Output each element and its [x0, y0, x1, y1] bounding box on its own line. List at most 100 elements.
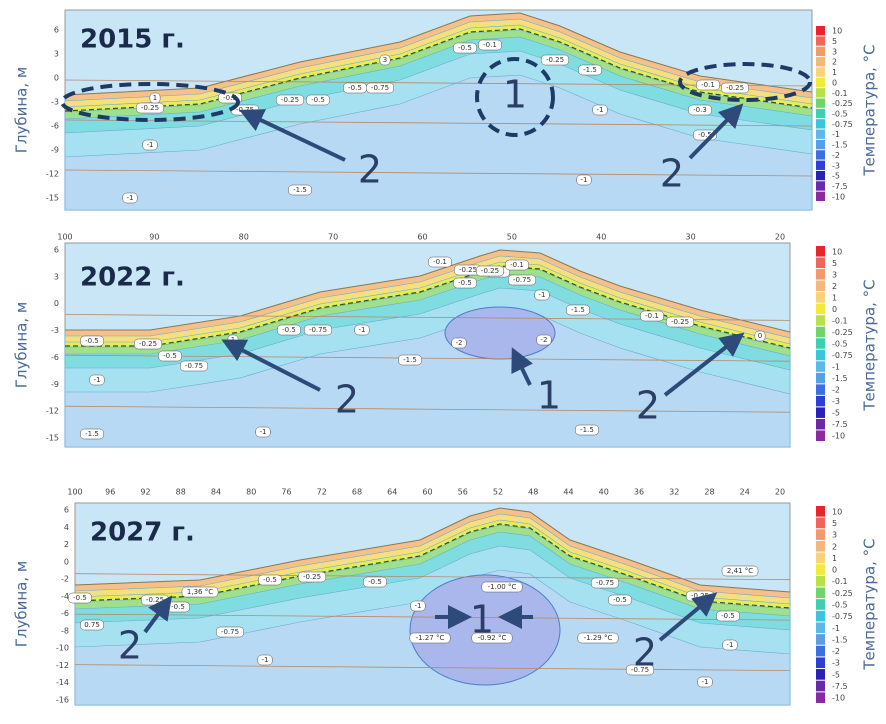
soil-layer-line [74, 664, 791, 671]
contour-label: 1 [231, 336, 235, 344]
contour-label-box [409, 632, 451, 644]
soil-layer-line [74, 573, 791, 581]
contour-label: -1.27 °C [416, 634, 445, 642]
contour-label: -0.25 [459, 266, 477, 274]
contour-label: -0.5 [73, 594, 87, 602]
y-axis-label: Глубина, м [13, 561, 31, 647]
contour-label-box [181, 586, 219, 598]
y-tick-label: 6 [54, 26, 59, 35]
contour-label-box [180, 360, 208, 372]
contour-label: -0.75 [371, 84, 389, 92]
legend-title: Температура, °C [861, 44, 879, 176]
legend-label: 0 [832, 566, 837, 575]
legend-swatch [816, 170, 825, 181]
contour-label-box [298, 571, 326, 583]
y-tick-label: -6 [51, 353, 59, 362]
legend-label: -10 [832, 694, 845, 703]
marker-number: 2 [633, 631, 657, 675]
legend-swatch [816, 269, 825, 280]
contour-label-box [592, 104, 608, 116]
legend-swatch [816, 338, 825, 349]
contour-label: -0.5 [368, 578, 382, 586]
contour-label-box [398, 354, 422, 366]
y-tick-label: -12 [46, 407, 59, 416]
contour-label: -1 [597, 106, 604, 114]
ground-surface [65, 249, 791, 333]
legend-swatch [816, 57, 825, 67]
x-tick-label: 100 [67, 488, 82, 497]
contour-label-box [158, 350, 182, 362]
contour-label: 1 [153, 94, 157, 102]
contour-label-box [536, 334, 552, 346]
y-tick-label: -6 [51, 122, 59, 131]
contour-label-box [363, 576, 387, 588]
y-tick-label: 0 [54, 299, 59, 308]
marker-number: 2 [335, 378, 359, 422]
contour-label-box [304, 324, 332, 336]
pointer-arrow [239, 109, 346, 162]
contour-label: -1.5 [85, 430, 99, 438]
legend-label: -2 [832, 386, 840, 395]
contour-label-box [591, 577, 619, 589]
contour-label: -0.5 [85, 337, 99, 345]
legend-swatch [816, 150, 825, 160]
y-tick-label: -10 [56, 644, 69, 653]
contour-label-box [379, 54, 391, 66]
contour-label: -0.5 [163, 352, 177, 360]
legend-label: 2 [832, 282, 837, 291]
contour-label: -1 [359, 326, 366, 334]
legend-swatch [816, 669, 825, 680]
contour-label-box [626, 664, 654, 676]
contour-label-box [258, 574, 282, 586]
y-tick-label: -4 [61, 592, 69, 601]
contour-label-box [476, 265, 504, 277]
legend-label: 5 [832, 37, 837, 46]
legend-title: Температура, °C [861, 538, 879, 670]
x-tick-label: 84 [211, 488, 221, 497]
legend-swatch [816, 564, 825, 575]
legend-swatch [816, 181, 825, 191]
contour-label-box [576, 174, 592, 186]
ground-surface [64, 12, 813, 96]
legend-label: -0.75 [832, 351, 853, 360]
cold-core [444, 306, 556, 360]
legend-label: 10 [832, 247, 842, 256]
contour-label: -1 [127, 194, 134, 202]
legend-swatch [816, 622, 825, 634]
legend-label: -7.5 [832, 182, 848, 191]
legend-swatch [816, 540, 825, 552]
legend-label: -3 [832, 659, 840, 668]
contour-label: -0.25 [303, 573, 321, 581]
legend-swatch [816, 634, 825, 645]
cold-core [409, 574, 561, 686]
legend-swatch [816, 506, 825, 517]
contour-label-box [697, 676, 713, 688]
y-tick-label: -3 [51, 326, 59, 335]
highlight-ring [678, 62, 812, 102]
legend-label: -1 [832, 624, 840, 633]
contour-label-box [575, 424, 599, 436]
legend-swatch [816, 430, 825, 441]
contour-label: -0.75 [236, 106, 254, 114]
contour-label-box [566, 304, 590, 316]
contour-label: 3 [383, 56, 387, 64]
legend-label: -0.75 [832, 612, 853, 621]
legend-label: 3 [832, 531, 837, 540]
contour-label-box [428, 256, 452, 268]
legend-swatch [816, 361, 825, 372]
legend-label: 5 [832, 259, 837, 268]
legend-label: 2 [832, 58, 837, 67]
contour-label-box [80, 428, 104, 440]
soil-layer-line [74, 613, 791, 621]
legend-swatch [816, 315, 825, 326]
legend-swatch [816, 46, 825, 57]
legend-label: -7.5 [832, 682, 848, 691]
legend-label: 2 [832, 542, 837, 551]
x-tick-label: 72 [317, 488, 327, 497]
legend-label: 10 [832, 27, 842, 36]
x-tick-label: 20 [775, 488, 785, 497]
contour-label-box [134, 338, 162, 350]
legend-label: 1 [832, 68, 837, 77]
